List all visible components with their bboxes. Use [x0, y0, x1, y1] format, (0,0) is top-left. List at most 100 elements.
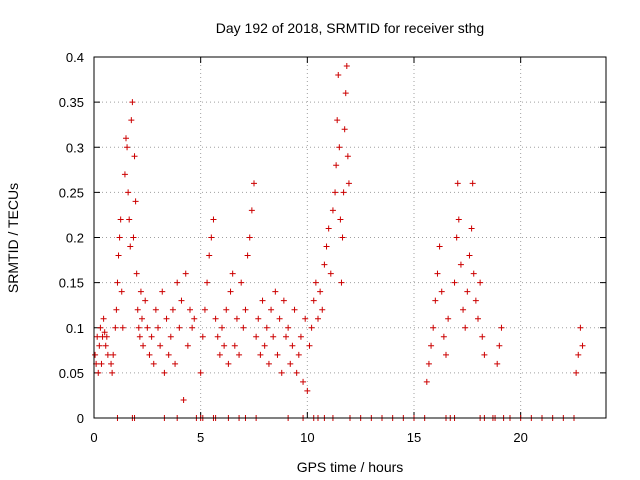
data-point: [223, 306, 230, 313]
data-point: [253, 333, 260, 340]
data-point: [340, 189, 347, 196]
data-point: [297, 333, 304, 340]
data-point: [337, 216, 344, 223]
data-point: [285, 324, 292, 331]
data-point: [453, 234, 460, 241]
y-tick-label: 0.1: [66, 321, 84, 336]
data-point: [238, 279, 245, 286]
data-point: [443, 351, 449, 358]
data-point: [167, 333, 174, 340]
data-point: [206, 252, 213, 259]
data-point: [113, 306, 120, 313]
data-point: [343, 63, 350, 70]
data-point: [248, 207, 255, 214]
data-point: [440, 333, 447, 340]
data-point: [139, 315, 145, 322]
data-point: [325, 225, 332, 232]
data-point: [423, 378, 430, 385]
data-point: [96, 342, 103, 349]
chart-title: Day 192 of 2018, SRMTID for receiver sth…: [216, 20, 484, 36]
data-point: [451, 279, 458, 286]
data-point: [165, 351, 172, 358]
y-tick-label: 0: [77, 411, 84, 426]
data-point: [180, 396, 187, 403]
data-point: [498, 324, 505, 331]
data-point: [455, 216, 462, 223]
data-point: [126, 216, 133, 223]
data-point: [494, 360, 501, 367]
data-point: [116, 234, 123, 241]
data-point: [481, 351, 488, 358]
data-point: [430, 324, 437, 331]
data-point: [191, 315, 198, 322]
data-point: [263, 324, 270, 331]
data-point: [236, 351, 243, 358]
data-point: [261, 342, 268, 349]
data-point: [244, 252, 251, 259]
x-tick-label: 5: [197, 430, 204, 445]
data-point: [103, 333, 110, 340]
data-point: [460, 306, 467, 313]
data-point: [321, 261, 328, 268]
data-point: [132, 198, 139, 205]
data-point: [457, 261, 464, 268]
data-point: [117, 216, 124, 223]
data-point: [573, 369, 580, 376]
data-point: [341, 126, 348, 133]
data-point: [287, 360, 294, 367]
data-point: [155, 324, 161, 331]
grid-layer: [94, 57, 606, 418]
data-point: [304, 387, 311, 394]
data-point: [472, 297, 479, 304]
data-point: [142, 297, 149, 304]
data-point: [477, 279, 484, 286]
data-point: [434, 270, 441, 277]
data-point: [159, 288, 166, 295]
x-axis-label: GPS time / hours: [297, 459, 404, 475]
y-tick-label: 0.4: [66, 50, 84, 65]
data-point: [136, 333, 143, 340]
data-point: [283, 333, 289, 340]
data-point: [425, 360, 432, 367]
tick-layer: 0 0.05 0.1 0.15 0.2 0.25 0.3 0.35 0.4 0 5 10 15 20: [59, 50, 606, 445]
data-point: [152, 306, 159, 313]
data-point: [323, 243, 330, 250]
data-point: [108, 360, 115, 367]
data-point: [178, 297, 185, 304]
x-tick-label: 15: [407, 430, 421, 445]
data-point: [187, 306, 193, 313]
data-point: [268, 306, 275, 313]
data-point: [291, 306, 298, 313]
plot-frame: [93, 56, 607, 419]
data-point: [233, 315, 240, 322]
data-point: [172, 360, 179, 367]
data-point: [496, 342, 503, 349]
data-point: [454, 180, 461, 187]
data-point: [102, 342, 109, 349]
data-point: [276, 315, 283, 322]
data-point: [125, 189, 132, 196]
data-point: [101, 329, 108, 336]
data-point: [333, 162, 340, 169]
data-point: [579, 342, 586, 349]
data-point: [137, 288, 144, 295]
data-point: [169, 306, 176, 313]
data-point: [121, 171, 128, 178]
data-point: [257, 351, 264, 358]
data-point: [575, 351, 582, 358]
data-point: [293, 369, 300, 376]
data-point: [219, 324, 225, 331]
data-point: [197, 369, 204, 376]
data-point: [231, 342, 238, 349]
data-point: [259, 297, 266, 304]
data-point: [127, 243, 134, 250]
data-point: [317, 288, 324, 295]
data-point: [201, 306, 208, 313]
data-point: [129, 99, 136, 106]
data-point: [174, 279, 181, 286]
data-point: [274, 351, 281, 358]
data-point: [212, 315, 219, 322]
data-point: [335, 72, 342, 79]
y-tick-label: 0.35: [59, 95, 84, 110]
